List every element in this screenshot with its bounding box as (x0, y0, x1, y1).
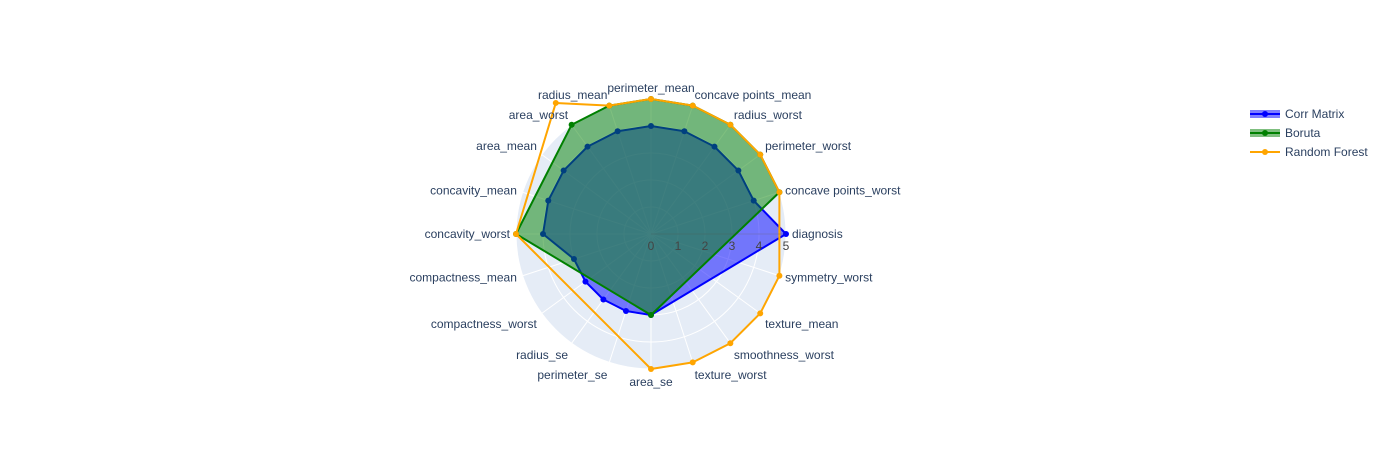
series-2-line (515, 98, 781, 370)
legend-swatch-marker-2 (1262, 149, 1268, 155)
legend-label-2: Random Forest (1285, 145, 1368, 159)
radial-tick-1: 1 (675, 239, 682, 253)
series-1-point-15[interactable] (648, 312, 654, 318)
radial-tick-0: 0 (648, 239, 655, 253)
series-2-point-6[interactable] (606, 102, 613, 109)
series-2-point-10[interactable] (513, 231, 519, 237)
series-2-point-15[interactable] (648, 366, 654, 372)
series-2-point-2[interactable] (757, 151, 764, 158)
angular-label-6: radius_mean (538, 88, 607, 102)
series-2-point-18[interactable] (757, 310, 764, 317)
series-2-point-1[interactable] (776, 189, 783, 196)
angular-label-0: diagnosis (792, 227, 843, 241)
series-2 (513, 96, 783, 372)
angular-label-5: perimeter_mean (607, 81, 694, 95)
angular-label-4: concave points_mean (695, 88, 812, 102)
angular-label-16: texture_worst (695, 368, 768, 382)
legend-item-0[interactable]: Corr Matrix (1250, 107, 1344, 121)
angular-label-9: concavity_mean (430, 183, 517, 197)
radial-tick-2: 2 (702, 239, 709, 253)
series-0-point-12[interactable] (582, 278, 589, 285)
angular-label-2: perimeter_worst (765, 139, 852, 153)
radial-axis: 0 1 2 3 4 5 (648, 233, 790, 253)
angular-label-13: radius_se (516, 348, 568, 362)
series-2-point-17[interactable] (727, 340, 734, 347)
angular-axis-labels: diagnosis concave points_worst perimeter_w… (410, 81, 902, 389)
angular-label-12: compactness_worst (431, 317, 538, 331)
angular-label-14: perimeter_se (537, 368, 607, 382)
legend-label-1: Boruta (1285, 126, 1321, 140)
angular-label-15: area_se (629, 375, 673, 389)
series-0-point-14[interactable] (622, 308, 629, 315)
series-1-point-7[interactable] (568, 121, 575, 128)
series-2-point-7[interactable] (552, 99, 559, 106)
series-0-point-13[interactable] (600, 296, 607, 303)
series-2-point-19[interactable] (776, 272, 783, 279)
radial-tick-4: 4 (756, 239, 763, 253)
legend-item-2[interactable]: Random Forest (1250, 145, 1368, 159)
angular-label-11: compactness_mean (410, 271, 517, 285)
angular-label-8: area_mean (476, 139, 537, 153)
series-2-point-3[interactable] (727, 121, 734, 128)
legend[interactable]: Corr Matrix Boruta Random Forest (1250, 107, 1368, 159)
legend-item-1[interactable]: Boruta (1250, 126, 1321, 140)
angular-label-10: concavity_worst (425, 227, 511, 241)
angular-label-18: texture_mean (765, 317, 838, 331)
legend-swatch-marker-1 (1262, 130, 1268, 136)
series-2-point-5[interactable] (648, 96, 654, 102)
series-2-point-4[interactable] (689, 102, 696, 109)
angular-label-3: radius_worst (734, 108, 803, 122)
radial-tick-3: 3 (729, 239, 736, 253)
series-2-point-16[interactable] (689, 359, 696, 366)
angular-label-19: symmetry_worst (785, 271, 873, 285)
series-layer (513, 96, 789, 372)
angular-label-7: area_worst (509, 108, 569, 122)
angular-label-1: concave points_worst (785, 183, 901, 197)
radial-tick-5: 5 (783, 239, 790, 253)
angular-label-17: smoothness_worst (734, 348, 835, 362)
legend-swatch-marker-0 (1262, 111, 1268, 117)
series-1-fill (516, 99, 780, 315)
legend-label-0: Corr Matrix (1285, 107, 1344, 121)
